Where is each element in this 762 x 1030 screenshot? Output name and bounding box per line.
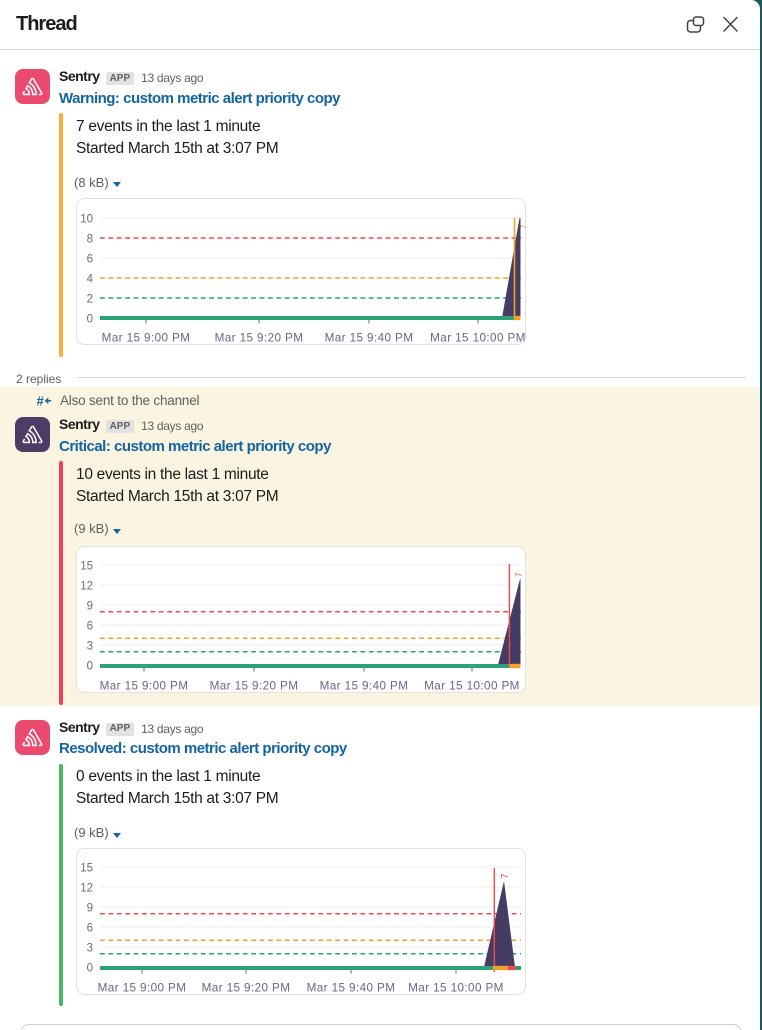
svg-text:Mar 15 9:20 PM: Mar 15 9:20 PM xyxy=(215,332,304,345)
svg-text:Mar 15 10:00 PM: Mar 15 10:00 PM xyxy=(430,332,526,345)
svg-text:6: 6 xyxy=(87,254,93,266)
svg-text:12: 12 xyxy=(80,883,93,895)
svg-text:0: 0 xyxy=(87,314,93,326)
svg-text:0: 0 xyxy=(87,661,93,673)
svg-text:15: 15 xyxy=(80,561,93,573)
svg-text:6: 6 xyxy=(87,621,93,633)
svg-text:#: # xyxy=(37,395,45,408)
svg-text:10: 10 xyxy=(80,214,93,226)
svg-text:8: 8 xyxy=(87,234,93,246)
svg-text:Mar 15 9:40 PM: Mar 15 9:40 PM xyxy=(325,332,414,345)
svg-text:15: 15 xyxy=(80,863,93,875)
svg-text:Mar 15 9:40 PM: Mar 15 9:40 PM xyxy=(307,982,396,995)
svg-text:7: 7 xyxy=(520,224,529,229)
svg-text:3: 3 xyxy=(87,641,93,653)
svg-text:0: 0 xyxy=(87,963,93,975)
svg-text:9: 9 xyxy=(87,601,93,613)
svg-text:6: 6 xyxy=(87,923,93,935)
svg-text:Mar 15 9:00 PM: Mar 15 9:00 PM xyxy=(100,680,189,693)
svg-text:Mar 15 9:20 PM: Mar 15 9:20 PM xyxy=(202,982,291,995)
svg-text:12: 12 xyxy=(80,581,93,593)
svg-text:Mar 15 9:40 PM: Mar 15 9:40 PM xyxy=(320,680,409,693)
svg-text:7: 7 xyxy=(500,873,511,879)
svg-text:Mar 15 9:00 PM: Mar 15 9:00 PM xyxy=(98,982,187,995)
svg-text:4: 4 xyxy=(87,274,94,286)
svg-text:9: 9 xyxy=(87,903,93,915)
svg-text:Mar 15 10:00 PM: Mar 15 10:00 PM xyxy=(408,982,504,995)
svg-text:Mar 15 9:20 PM: Mar 15 9:20 PM xyxy=(210,680,299,693)
svg-text:3: 3 xyxy=(87,943,93,955)
svg-text:2: 2 xyxy=(87,294,93,306)
svg-text:Mar 15 10:00 PM: Mar 15 10:00 PM xyxy=(424,680,520,693)
svg-text:Mar 15 9:00 PM: Mar 15 9:00 PM xyxy=(102,332,191,345)
svg-text:7: 7 xyxy=(515,572,524,577)
